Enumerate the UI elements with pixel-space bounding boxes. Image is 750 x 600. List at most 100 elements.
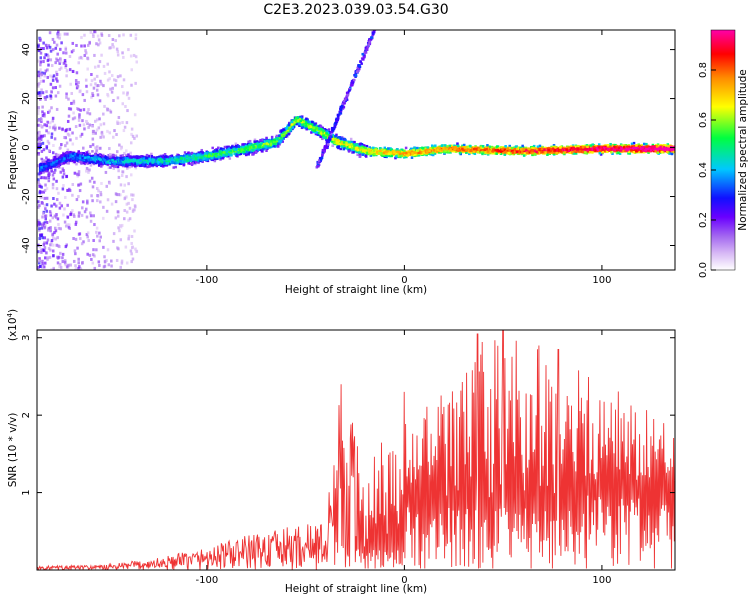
spectro-cell — [62, 160, 66, 164]
spectro-cell — [134, 55, 138, 59]
spectro-cell — [58, 36, 61, 40]
spectro-cell — [132, 53, 136, 57]
spectro-cell — [58, 265, 61, 269]
spectro-cell — [116, 50, 120, 54]
spectro-cell — [402, 156, 406, 159]
spectro-cell — [96, 152, 100, 156]
spectro-cell — [66, 119, 70, 123]
spectro-cell — [117, 115, 121, 119]
spectro-cell — [57, 226, 61, 230]
spectro-cell — [114, 200, 118, 204]
spectro-cell — [85, 233, 89, 237]
spectro-cell — [114, 39, 117, 43]
spectro-cell — [45, 124, 49, 128]
spectro-cell — [349, 137, 353, 141]
spectro-cell — [57, 244, 60, 248]
spectro-cell — [91, 137, 95, 141]
spectro-cell — [117, 210, 120, 214]
spectro-cell — [71, 209, 74, 213]
spectro-cell — [37, 223, 40, 227]
spectro-cell — [520, 146, 524, 150]
spectro-cell — [90, 73, 93, 77]
spectro-cell — [65, 265, 69, 269]
spectro-cell — [78, 113, 81, 117]
spectro-cell — [80, 242, 84, 246]
spectro-cell — [102, 84, 105, 88]
spectro-cell — [91, 131, 95, 135]
spectro-cell — [218, 148, 222, 152]
spectro-cell — [106, 108, 109, 112]
spectro-cell — [44, 261, 47, 265]
spectro-cell — [48, 255, 52, 259]
spectro-cell — [615, 151, 619, 154]
spectro-cell — [112, 239, 115, 243]
spectro-cell — [62, 61, 66, 65]
spectro-cell — [59, 227, 62, 231]
spectro-cell — [116, 246, 119, 250]
spectro-cell — [47, 148, 51, 152]
spectro-cell — [265, 138, 268, 141]
spectro-cell — [52, 144, 55, 148]
spectro-cell — [108, 147, 111, 151]
spectro-cell — [92, 162, 96, 166]
spectro-cell — [49, 94, 52, 98]
spectro-cell — [41, 223, 44, 227]
spectro-cell — [44, 183, 47, 187]
spectro-cell — [191, 160, 194, 164]
spectro-cell — [78, 265, 81, 269]
spectro-cell — [57, 33, 60, 37]
spectro-cell — [197, 158, 201, 161]
spectro-cell — [49, 74, 52, 78]
spectro-cell — [37, 136, 41, 140]
spectro-cell — [43, 134, 46, 138]
spectro-cell — [64, 144, 67, 148]
spectro-cell — [69, 263, 72, 267]
spectro-cell — [130, 260, 133, 264]
spectro-cell — [37, 91, 40, 95]
spectro-cell — [197, 161, 200, 165]
spectro-cell — [59, 57, 62, 61]
spectro-cell — [49, 211, 53, 215]
spectro-cell — [239, 152, 243, 156]
spectro-cell — [58, 68, 61, 72]
spectro-cell — [47, 228, 50, 232]
spectro-cell — [405, 155, 408, 159]
spectro-cell — [60, 41, 63, 45]
spectro-cell — [41, 248, 45, 252]
spectro-cell — [108, 108, 112, 112]
spectro-cell — [103, 255, 106, 259]
spectro-cell — [226, 154, 230, 158]
spectro-cell — [116, 165, 120, 169]
spectro-cell — [96, 145, 99, 149]
spectro-cell — [41, 160, 45, 164]
spectro-cell — [270, 135, 274, 139]
spectro-cell — [41, 215, 44, 219]
spectro-cell — [41, 201, 44, 205]
spectro-cell — [59, 60, 62, 64]
spectro-cell — [597, 143, 601, 146]
spectro-cell — [642, 142, 646, 146]
spectro-cell — [61, 175, 65, 179]
spectro-cell — [277, 144, 280, 147]
spectro-cell — [183, 156, 187, 160]
spectro-cell — [71, 117, 75, 121]
spectro-cell — [89, 144, 92, 148]
spectro-cell — [253, 138, 257, 142]
spectro-cell — [37, 172, 41, 176]
spectro-cell — [37, 218, 40, 222]
spectro-cell — [62, 51, 65, 55]
spectro-cell — [521, 144, 524, 148]
spectro-cell — [45, 203, 49, 207]
spectro-cell — [133, 113, 137, 117]
spectro-cell — [78, 232, 82, 236]
spectro-cell — [66, 32, 69, 36]
spectro-cell — [53, 168, 57, 172]
spectro-cell — [74, 264, 77, 268]
spectro-cell — [49, 96, 53, 100]
spectro-cell — [238, 153, 241, 156]
spectro-cell — [117, 193, 120, 197]
spectro-cell — [102, 216, 105, 220]
spectro-cell — [351, 151, 354, 154]
spectro-cell — [50, 239, 54, 243]
spectro-cell — [67, 263, 70, 267]
